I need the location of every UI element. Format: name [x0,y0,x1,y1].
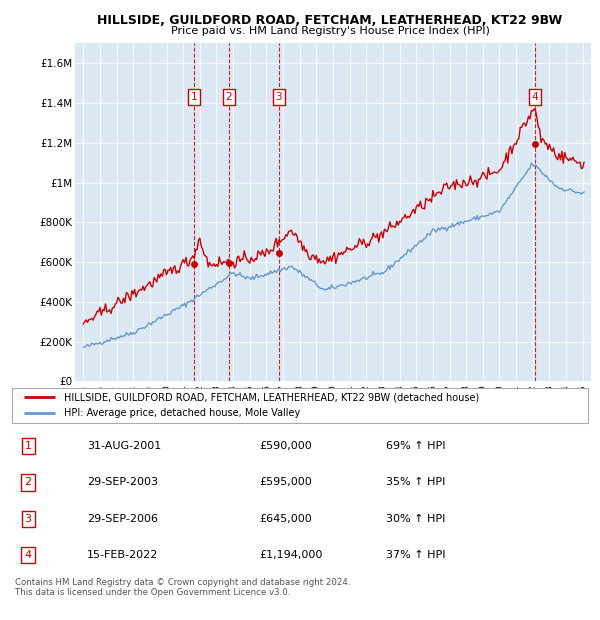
Text: 30% ↑ HPI: 30% ↑ HPI [386,514,446,524]
Text: 69% ↑ HPI: 69% ↑ HPI [386,441,446,451]
Text: 4: 4 [532,92,538,102]
Text: £590,000: £590,000 [260,441,313,451]
Text: 15-FEB-2022: 15-FEB-2022 [87,551,158,560]
Text: 31-AUG-2001: 31-AUG-2001 [87,441,161,451]
Text: 29-SEP-2003: 29-SEP-2003 [87,477,158,487]
Text: Price paid vs. HM Land Registry's House Price Index (HPI): Price paid vs. HM Land Registry's House … [170,26,490,36]
Text: 3: 3 [25,514,32,524]
Text: Contains HM Land Registry data © Crown copyright and database right 2024.
This d: Contains HM Land Registry data © Crown c… [15,578,350,597]
Text: 3: 3 [275,92,282,102]
Text: £645,000: £645,000 [260,514,313,524]
Text: 37% ↑ HPI: 37% ↑ HPI [386,551,446,560]
Text: HPI: Average price, detached house, Mole Valley: HPI: Average price, detached house, Mole… [64,409,300,419]
Text: 29-SEP-2006: 29-SEP-2006 [87,514,158,524]
Text: 1: 1 [191,92,197,102]
Text: 1: 1 [25,441,32,451]
Text: 2: 2 [226,92,232,102]
Text: HILLSIDE, GUILDFORD ROAD, FETCHAM, LEATHERHEAD, KT22 9BW (detached house): HILLSIDE, GUILDFORD ROAD, FETCHAM, LEATH… [64,392,479,402]
Text: £1,194,000: £1,194,000 [260,551,323,560]
Text: 4: 4 [25,551,32,560]
Text: HILLSIDE, GUILDFORD ROAD, FETCHAM, LEATHERHEAD, KT22 9BW: HILLSIDE, GUILDFORD ROAD, FETCHAM, LEATH… [97,14,563,27]
Text: 2: 2 [25,477,32,487]
Text: 35% ↑ HPI: 35% ↑ HPI [386,477,446,487]
Text: £595,000: £595,000 [260,477,313,487]
